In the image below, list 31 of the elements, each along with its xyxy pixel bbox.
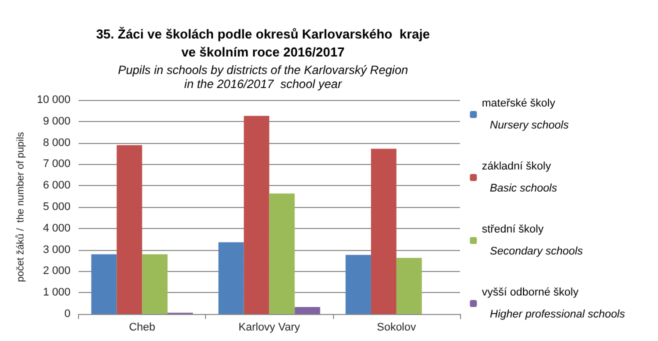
y-tick-label: 4 000: [43, 222, 71, 234]
legend-label: mateřské školy Nursery schools: [482, 98, 570, 132]
legend-label: základní školy Basic schools: [482, 160, 558, 194]
y-tick-label: 5 000: [43, 201, 71, 213]
chart-title: 35. Žáci ve školách podle okresů Karlovarského kraje ve školním roce 2016/2017: [96, 26, 430, 60]
y-tick-label: 10 000: [36, 94, 71, 106]
bar: [218, 242, 244, 314]
bar: [244, 116, 270, 314]
legend-label: střední školy Secondary schools: [482, 224, 584, 258]
y-tick-label: 9 000: [43, 115, 71, 128]
bar: [91, 254, 117, 314]
y-tick-label: 6 000: [43, 180, 71, 192]
y-tick-label: 8 000: [43, 136, 71, 149]
bar: [142, 254, 168, 314]
bar: [370, 148, 396, 314]
chart-subtitle: Pupils in schools by districts of the Karlovarský Region in the 2016/2017 school year: [118, 63, 408, 91]
y-tick-label: 3 000: [43, 244, 71, 256]
x-tick-label: Sokolov: [376, 322, 416, 334]
y-tick-label: 2 000: [43, 265, 71, 278]
x-tick-label: Karlovy Vary: [238, 322, 301, 334]
bar: [294, 306, 320, 314]
y-axis-title: počet žáků / the number of pupils: [14, 132, 26, 282]
x-tick-label: Cheb: [128, 322, 156, 334]
legend-label: vyšší odborné školy Higher professional schools: [482, 286, 626, 320]
bar: [346, 254, 371, 314]
bar: [116, 145, 142, 314]
y-tick-label: 1 000: [43, 286, 71, 299]
y-tick-label: 0: [64, 308, 71, 320]
y-tick-label: 7 000: [43, 158, 71, 170]
bar: [269, 194, 295, 314]
bar: [396, 258, 422, 314]
